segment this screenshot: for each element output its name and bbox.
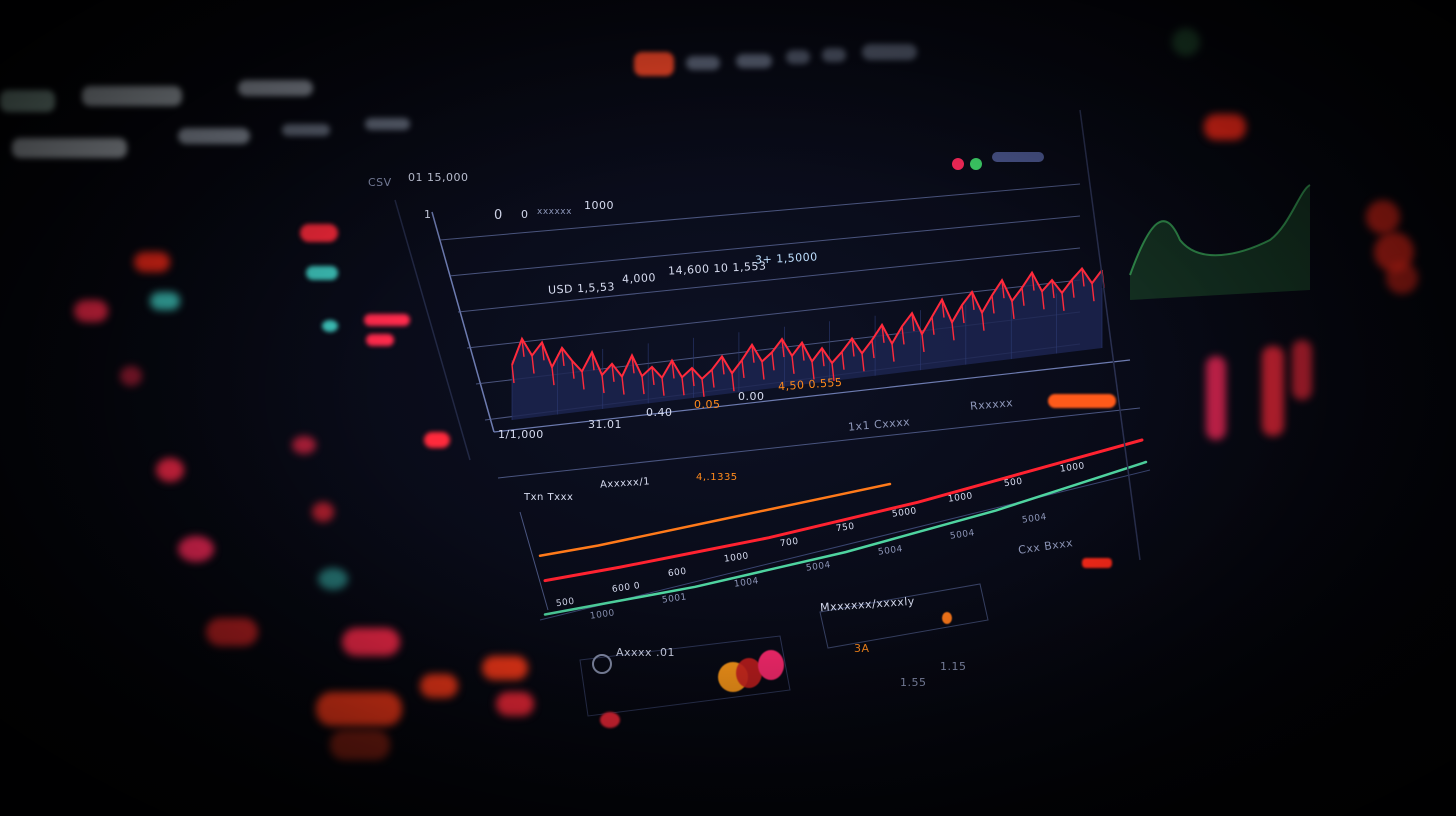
activity-widget-frame [819, 583, 989, 649]
status-dot [600, 712, 620, 728]
stat-b: 0 [521, 208, 529, 221]
x-axis-label: 1/1,000 [498, 428, 544, 441]
y-axis [431, 211, 495, 433]
trend-title: Txn Txxx [524, 492, 574, 503]
activity-dot [942, 612, 952, 624]
legend-bar [992, 152, 1044, 162]
trend-line [543, 438, 1144, 583]
x-axis-label: 0.40 [646, 406, 673, 419]
legend-dot [952, 158, 964, 170]
gauge-icon [592, 654, 612, 674]
x-axis-label: 31.01 [588, 418, 622, 431]
stat-label: xxxxxx [537, 207, 572, 217]
misc-value: 1.15 [940, 660, 967, 673]
x-axis-label: 0.05 [694, 398, 721, 411]
status-circle-pink [758, 650, 784, 680]
trend-value: 4,.1335 [696, 472, 738, 483]
gauge-label: Axxxx .01 [616, 646, 676, 659]
stat-a: 0 [494, 208, 503, 223]
mini-area-chart [1130, 185, 1310, 300]
panel-border [394, 199, 471, 461]
trend-y-axis [519, 511, 549, 611]
axis-top-label: 1 [424, 208, 432, 221]
chart-header-value: 01 15,000 [408, 171, 469, 184]
activity-value: 3A [854, 642, 870, 655]
chart-label: 4,000 [621, 271, 657, 286]
misc-value: 1.55 [900, 676, 927, 689]
x-axis-label: 0.00 [738, 390, 765, 403]
stat-value: 1000 [584, 199, 614, 212]
legend-dot [970, 158, 982, 170]
chart-header-label: CSV [368, 176, 392, 189]
range-slider[interactable] [1048, 394, 1116, 408]
gridline [439, 183, 1081, 241]
